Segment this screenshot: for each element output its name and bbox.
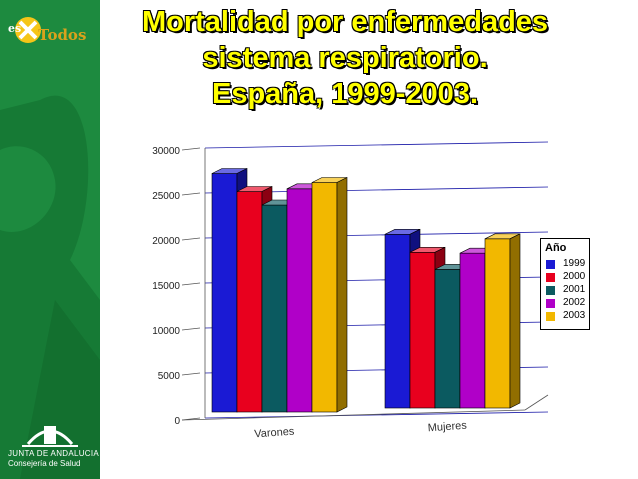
gridline (204, 411, 549, 419)
junta-andalucia-emblem-icon (22, 426, 78, 447)
footer-consejeria-text: Consejería de Salud (8, 459, 81, 468)
bar-varones-2000 (236, 191, 263, 413)
logo-text-todos: Todos (38, 26, 87, 44)
bar-varones-2002 (286, 188, 313, 413)
y-tick-label: 20000 (152, 236, 180, 247)
legend-label: 2002 (563, 297, 586, 308)
tick-mark (181, 282, 201, 286)
x-axis-line (181, 409, 526, 421)
gridline (204, 141, 549, 149)
tick-mark (181, 147, 201, 151)
y-tick-label: 10000 (152, 326, 180, 337)
bar-varones-2003 (311, 182, 338, 413)
title-line-2: sistema respiratorio. (202, 42, 488, 74)
legend-swatch (546, 273, 555, 282)
legend-swatch (546, 286, 555, 295)
tick-mark (181, 192, 201, 196)
tick-mark (181, 372, 201, 376)
logo-text-es: es (8, 22, 22, 35)
bar-mujeres-1999 (384, 234, 411, 409)
sidebar-panel: es Todos JUNTA DE ANDALUCIA Consejería d… (0, 0, 100, 479)
bar-side (509, 233, 521, 409)
y-tick-label: 15000 (152, 281, 180, 292)
legend-label: 2003 (563, 310, 586, 321)
y-tick-label: 30000 (152, 146, 180, 157)
bar-side (336, 177, 348, 413)
y-tick-label: 25000 (152, 191, 180, 202)
footer-junta-text: JUNTA DE ANDALUCIA (8, 449, 100, 458)
bar-varones-2001 (261, 204, 288, 413)
chart-legend: Año 1999 2000 2001 2002 2003 (540, 238, 590, 330)
tick-mark (181, 327, 201, 331)
legend-swatch (546, 312, 555, 321)
chart-bars (211, 168, 521, 413)
chart-labels: 0 5000 10000 15000 20000 25000 30000 Varones Muj… (152, 146, 468, 440)
bar-mujeres-2001 (434, 269, 461, 409)
tick-mark (181, 237, 201, 241)
legend-label: 1999 (563, 258, 586, 269)
chart-axes (181, 147, 549, 421)
title-line-1: Mortalidad por enfermedades (141, 6, 549, 38)
legend-title: Año (545, 242, 567, 254)
legend-label: 2000 (563, 271, 586, 282)
y-tick-label: 0 (174, 416, 180, 427)
bar-varones-1999 (211, 173, 238, 413)
estamos-todos-logo-icon (15, 17, 41, 43)
x-category-label: Mujeres (427, 420, 467, 435)
legend-swatch (546, 299, 555, 308)
bar-mujeres-2003 (484, 238, 511, 409)
bar-mujeres-2000 (409, 252, 436, 409)
title-line-3: España, 1999-2003. (211, 78, 478, 110)
legend-label: 2001 (563, 284, 586, 295)
y-tick-label: 5000 (158, 371, 181, 382)
x-category-label: Varones (254, 426, 295, 441)
page-title: Mortalidad por enfermedades sistema resp… (120, 4, 570, 112)
floor-edge (524, 394, 549, 411)
bar-mujeres-2002 (459, 252, 486, 409)
legend-swatch (546, 260, 555, 269)
